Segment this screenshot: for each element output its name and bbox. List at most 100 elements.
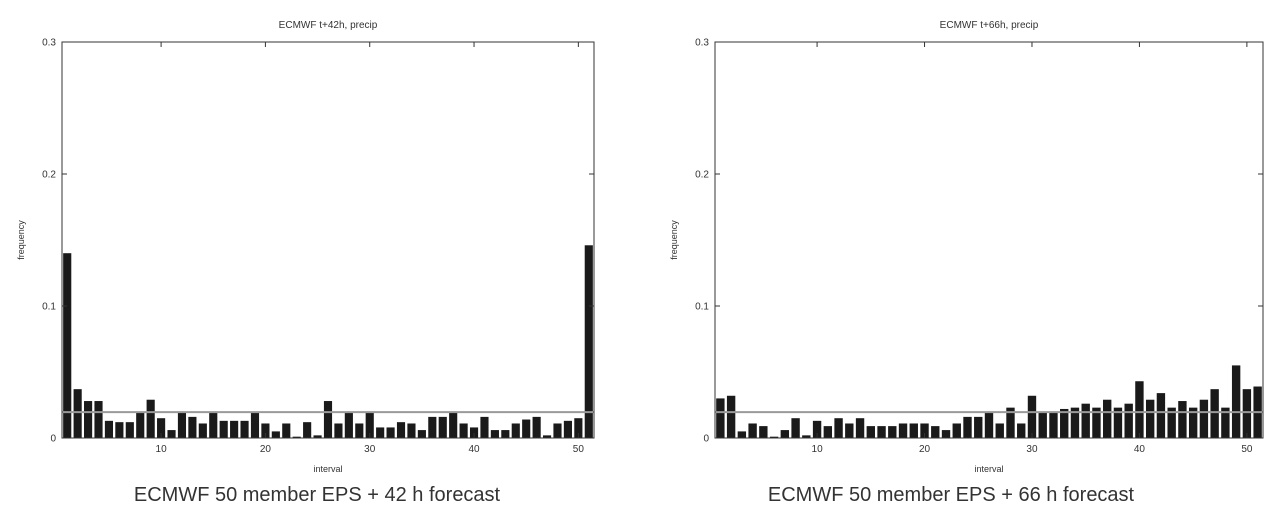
bar [748,423,757,438]
caption-66h: ECMWF 50 member EPS + 66 h forecast [767,484,1135,506]
bar [855,418,865,438]
bar [469,427,479,438]
y-tick-label: 0 [50,434,56,445]
bar [1145,399,1155,438]
bar [63,253,72,438]
bar [553,423,562,438]
bar [1231,365,1241,438]
bar [344,412,353,438]
chart-panel-66h: 0 0.1 0.2 0.3 10 20 30 40 50 ECMWF t+66h, precip i… [634,0,1268,525]
y-tick-label: 0.3 [695,38,709,49]
x-tick-label: 40 [468,444,480,455]
bar [759,426,768,438]
bar [219,420,228,438]
bar [716,398,725,438]
bar [791,418,800,438]
y-tick-label: 0.2 [695,170,709,181]
bar [1135,381,1144,438]
x-tick-label: 50 [1241,444,1253,455]
histogram-42h: 0 0.1 0.2 0.3 10 20 30 40 50 ECMWF t+42h, precip i… [16,20,595,474]
bar [802,435,811,438]
bar [963,416,972,438]
bar [1027,395,1037,438]
x-tick-label: 20 [919,444,931,455]
bar [1178,401,1187,438]
bar [726,395,736,438]
bar [94,401,103,438]
bar [240,420,249,438]
bar [167,430,176,438]
bar [209,412,218,438]
bar [84,401,93,438]
histogram-66h: 0 0.1 0.2 0.3 10 20 30 40 50 ECMWF t+66h, precip i… [669,20,1264,474]
x-tick-label: 10 [812,444,824,455]
bar [563,420,572,438]
plot-frame [714,41,1264,439]
plot-frame [61,41,595,439]
bar [1242,389,1252,438]
bar [834,418,843,438]
bar [1070,407,1080,438]
bars [716,365,1262,438]
bar [73,389,82,438]
chart-panel-42h: 0 0.1 0.2 0.3 10 20 30 40 50 ECMWF t+42h, precip i… [0,0,634,525]
bar [136,412,145,438]
bar [230,420,239,438]
bar [737,431,747,438]
bar [1103,399,1112,438]
bar [303,422,312,438]
bar [1092,407,1101,438]
bar [355,423,364,438]
y-tick-label: 0.2 [42,170,56,181]
bar [104,420,114,438]
bar [376,427,385,438]
bar [984,412,994,438]
bar [1210,389,1219,438]
bars [63,245,593,438]
chart-title: ECMWF t+42h, precip [279,20,378,31]
bar [909,423,918,438]
y-axis-label: frequency [669,220,679,260]
bar [1167,407,1176,438]
bar [188,416,197,438]
bar [490,430,499,438]
bar [1156,393,1166,438]
bar [941,430,951,438]
bar [1006,407,1015,438]
bar [1124,403,1133,438]
bar [1199,399,1209,438]
x-axis-label: interval [974,464,1003,474]
bar [823,426,833,438]
bar [845,423,854,438]
bar [511,423,520,438]
bar [1081,403,1090,438]
bar [877,426,886,438]
bar [522,419,531,438]
bar [125,422,134,438]
caption-42h: ECMWF 50 member EPS + 42 h forecast [133,484,501,506]
chart-title: ECMWF t+66h, precip [940,20,1039,31]
bar [1049,412,1058,438]
bar [1221,407,1230,438]
bar [1113,407,1123,438]
bar [198,423,207,438]
bar [898,423,908,438]
x-axis-label: interval [313,464,342,474]
bar [115,422,124,438]
x-tick-label: 10 [156,444,168,455]
bar [459,423,468,438]
bar [386,427,395,438]
bar [282,423,291,438]
y-tick-label: 0.1 [695,302,709,313]
bar [952,423,961,438]
bar [334,423,343,438]
bar [888,426,897,438]
bar [542,435,552,438]
bar [313,435,322,438]
bar [1060,408,1069,438]
bar [574,418,583,438]
bar [250,412,260,438]
bar [428,416,437,438]
y-axis-label: frequency [16,220,26,260]
x-tick-label: 30 [1026,444,1038,455]
